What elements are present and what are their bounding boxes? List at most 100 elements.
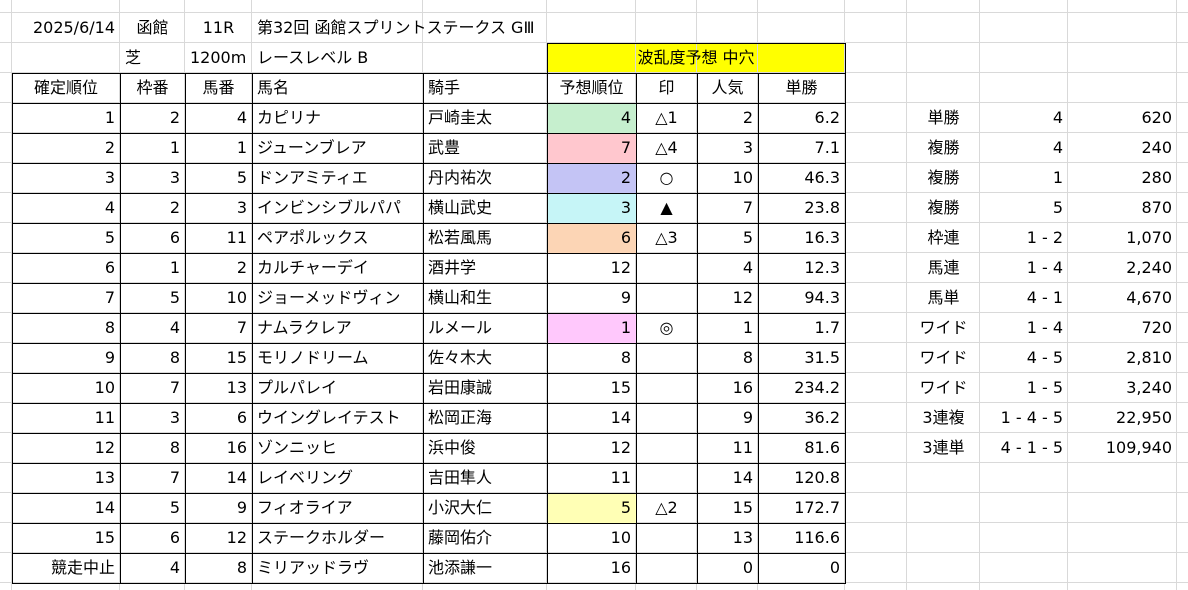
frame-number[interactable]: 8 [169,348,180,367]
prediction-mark[interactable] [636,433,697,463]
horse-number[interactable]: 4 [236,108,247,127]
win-odds[interactable]: 0 [829,558,840,577]
payout-combination[interactable]: 4 [1052,138,1063,157]
race-name[interactable]: 第32回 函館スプリントステークス GⅢ [257,18,535,37]
payout-combination[interactable]: 1 - 4 - 5 [1000,408,1063,427]
win-odds[interactable]: 172.7 [794,498,840,517]
frame-number[interactable]: 5 [169,288,180,307]
prediction-mark[interactable]: △4 [655,138,678,157]
jockey-name[interactable]: 佐々木大 [428,348,493,367]
prediction-mark[interactable]: ▲ [660,198,673,217]
horse-number[interactable]: 9 [236,498,247,517]
prediction-mark[interactable]: ◎ [659,318,674,337]
payout-combination[interactable]: 1 - 2 [1026,228,1063,247]
prediction-mark[interactable] [636,373,697,403]
predicted-rank[interactable]: 8 [620,348,631,367]
horse-number[interactable]: 6 [236,408,247,427]
finish-position[interactable]: 12 [94,438,115,457]
finish-position[interactable]: 5 [104,228,115,247]
frame-number[interactable]: 1 [169,138,180,157]
frame-number[interactable]: 6 [169,228,180,247]
payout-amount[interactable]: 2,240 [1126,258,1172,277]
popularity[interactable]: 3 [742,138,753,157]
popularity[interactable]: 5 [742,228,753,247]
payout-type[interactable]: 複勝 [927,168,960,187]
predicted-rank[interactable]: 7 [547,133,636,163]
frame-number[interactable]: 2 [169,198,180,217]
win-odds[interactable]: 7.1 [814,138,840,157]
popularity[interactable]: 1 [742,318,753,337]
popularity[interactable]: 13 [732,528,753,547]
prediction-mark[interactable] [636,523,697,553]
horse-name[interactable]: ミリアッドラヴ [257,558,370,577]
payout-amount[interactable]: 870 [1141,198,1172,217]
horse-name[interactable]: ゾンニッヒ [257,438,338,457]
horse-number[interactable]: 1 [236,138,247,157]
payout-amount[interactable]: 109,940 [1105,438,1172,457]
jockey-name[interactable]: 岩田康誠 [428,378,493,397]
payout-combination[interactable]: 4 - 1 - 5 [1000,438,1063,457]
race-distance[interactable]: 1200m [190,48,247,67]
payout-combination[interactable]: 1 [1052,168,1063,187]
popularity[interactable]: 11 [732,438,753,457]
predicted-rank[interactable]: 16 [610,558,631,577]
finish-position[interactable]: 7 [104,288,115,307]
column-header[interactable]: 枠番 [136,78,169,97]
frame-number[interactable]: 5 [169,498,180,517]
predicted-rank[interactable]: 1 [547,313,636,343]
horse-name[interactable]: インビンシブルパパ [257,198,402,217]
column-header[interactable]: 馬番 [202,78,235,97]
frame-number[interactable]: 1 [169,258,180,277]
payout-type[interactable]: 3連複 [922,408,965,427]
payout-combination[interactable]: 1 - 4 [1026,318,1063,337]
prediction-mark[interactable]: △1 [655,108,678,127]
finish-position[interactable]: 13 [94,468,115,487]
predicted-rank[interactable]: 6 [547,223,636,253]
frame-number[interactable]: 8 [169,438,180,457]
payout-amount[interactable]: 280 [1141,168,1172,187]
horse-number[interactable]: 5 [236,168,247,187]
prediction-mark[interactable] [636,463,697,493]
race-date[interactable]: 2025/6/14 [32,18,115,37]
jockey-name[interactable]: 吉田隼人 [428,468,493,487]
jockey-name[interactable]: ルメール [428,318,493,337]
payout-amount[interactable]: 4,670 [1126,288,1172,307]
predicted-rank[interactable]: 11 [610,468,631,487]
predicted-rank[interactable]: 12 [610,438,631,457]
popularity[interactable]: 16 [732,378,753,397]
column-header[interactable]: 予想順位 [559,78,624,97]
horse-number[interactable]: 11 [226,228,247,247]
jockey-name[interactable]: 浜中俊 [428,438,477,457]
horse-name[interactable]: カピリナ [257,108,322,127]
win-odds[interactable]: 46.3 [804,168,840,187]
payout-type[interactable]: 複勝 [927,198,960,217]
win-odds[interactable]: 23.8 [804,198,840,217]
popularity[interactable]: 2 [742,108,753,127]
win-odds[interactable]: 1.7 [814,318,840,337]
finish-position[interactable]: 1 [104,108,115,127]
horse-name[interactable]: ステークホルダー [257,528,386,547]
horse-name[interactable]: ドンアミティエ [257,168,368,187]
payout-amount[interactable]: 22,950 [1116,408,1172,427]
horse-name[interactable]: カルチャーデイ [257,258,369,277]
win-odds[interactable]: 12.3 [804,258,840,277]
payout-amount[interactable]: 1,070 [1126,228,1172,247]
horse-name[interactable]: モリノドリーム [257,348,369,367]
popularity[interactable]: 0 [742,558,753,577]
payout-amount[interactable]: 240 [1141,138,1172,157]
popularity[interactable]: 14 [732,468,753,487]
payout-type[interactable]: 枠連 [927,228,960,247]
frame-number[interactable]: 6 [169,528,180,547]
finish-position[interactable]: 競走中止 [50,558,115,577]
jockey-name[interactable]: 松若風馬 [428,228,493,247]
horse-number[interactable]: 3 [236,198,247,217]
payout-type[interactable]: 馬連 [927,258,960,277]
frame-number[interactable]: 3 [169,168,180,187]
horse-number[interactable]: 7 [236,318,247,337]
finish-position[interactable]: 2 [104,138,115,157]
finish-position[interactable]: 4 [104,198,115,217]
horse-name[interactable]: レイベリング [257,468,354,487]
column-header[interactable]: 確定順位 [33,78,98,97]
win-odds[interactable]: 81.6 [804,438,840,457]
jockey-name[interactable]: 横山和生 [428,288,493,307]
